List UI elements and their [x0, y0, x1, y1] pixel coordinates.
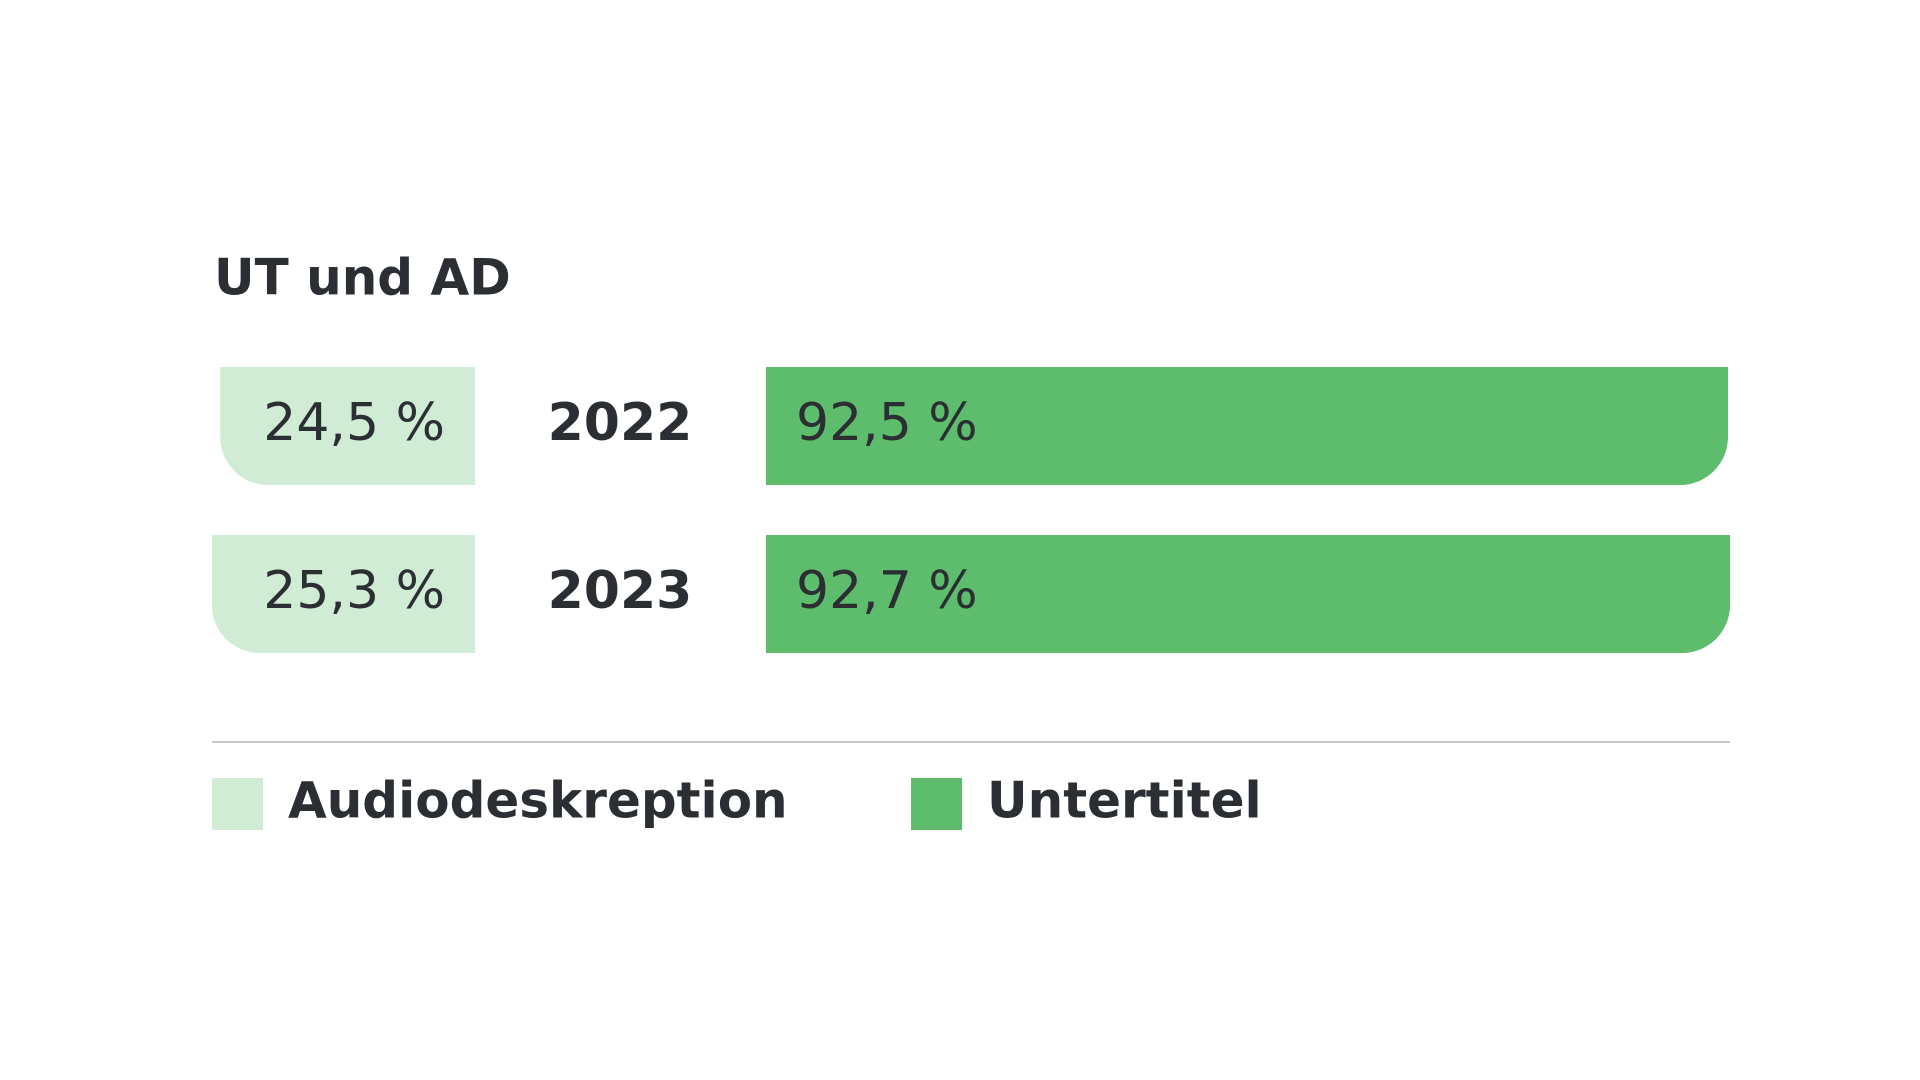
category-label: 2022 — [548, 393, 693, 453]
value-label: 25,3 % — [263, 561, 445, 621]
value-label: 24,5 % — [263, 393, 445, 453]
legend-label: Audiodeskreption — [288, 772, 788, 830]
legend-label: Untertitel — [987, 772, 1262, 830]
bar — [220, 367, 475, 485]
value-label: 92,5 % — [796, 393, 978, 453]
legend-swatch — [911, 778, 962, 830]
bar — [766, 535, 1731, 653]
category-label: 2023 — [548, 561, 693, 621]
value-label: 92,7 % — [796, 561, 978, 621]
chart-title: UT und AD — [214, 249, 511, 307]
bar — [211, 535, 475, 653]
bar — [766, 367, 1728, 485]
legend-swatch — [212, 778, 263, 830]
